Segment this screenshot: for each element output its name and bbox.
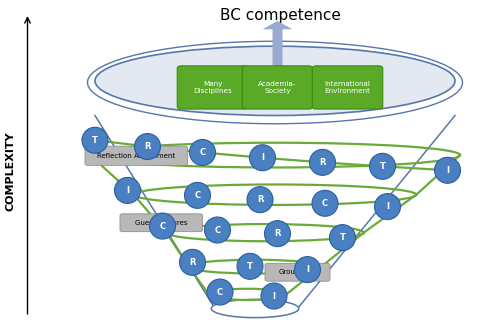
FancyBboxPatch shape <box>177 66 248 109</box>
Ellipse shape <box>95 46 455 115</box>
Text: BC competence: BC competence <box>220 8 340 23</box>
Ellipse shape <box>184 182 210 208</box>
Ellipse shape <box>211 300 299 317</box>
Text: R: R <box>257 195 263 204</box>
Ellipse shape <box>207 279 233 305</box>
Ellipse shape <box>434 157 460 183</box>
Text: T: T <box>380 162 386 171</box>
Text: C: C <box>217 287 223 297</box>
Ellipse shape <box>204 217 231 243</box>
Text: T: T <box>247 262 253 271</box>
Ellipse shape <box>312 190 338 216</box>
Ellipse shape <box>264 221 290 247</box>
Text: I: I <box>446 166 449 175</box>
FancyBboxPatch shape <box>312 66 383 109</box>
Text: Groupwork: Groupwork <box>278 269 316 275</box>
Ellipse shape <box>294 257 320 282</box>
Text: R: R <box>274 229 281 238</box>
Text: C: C <box>214 225 220 235</box>
Text: C: C <box>160 221 166 231</box>
Ellipse shape <box>261 283 287 309</box>
Ellipse shape <box>237 253 263 279</box>
FancyBboxPatch shape <box>265 263 330 281</box>
Ellipse shape <box>370 153 396 179</box>
Text: I: I <box>386 202 389 211</box>
Text: Many
Disciplines: Many Disciplines <box>193 81 232 94</box>
Text: Academia-
Society: Academia- Society <box>258 81 296 94</box>
Ellipse shape <box>310 149 336 175</box>
Ellipse shape <box>250 145 276 171</box>
Ellipse shape <box>150 213 176 239</box>
Ellipse shape <box>374 194 400 219</box>
FancyBboxPatch shape <box>85 146 188 165</box>
Text: C: C <box>322 199 328 208</box>
Ellipse shape <box>190 140 216 165</box>
Ellipse shape <box>247 187 273 213</box>
Text: I: I <box>126 186 129 195</box>
Text: COMPLEXITY: COMPLEXITY <box>6 132 16 212</box>
Text: T: T <box>92 136 98 145</box>
Ellipse shape <box>82 127 108 153</box>
Text: R: R <box>144 142 151 151</box>
Text: I: I <box>261 153 264 162</box>
Text: Reflection Assignment: Reflection Assignment <box>97 153 176 159</box>
Text: C: C <box>200 148 205 157</box>
Text: International
Environment: International Environment <box>324 81 370 94</box>
Ellipse shape <box>180 249 206 275</box>
Text: C: C <box>194 191 200 200</box>
Text: Guest Lectures: Guest Lectures <box>135 220 188 226</box>
Ellipse shape <box>114 178 140 203</box>
Text: I: I <box>306 265 309 274</box>
Text: R: R <box>320 158 326 167</box>
FancyBboxPatch shape <box>120 214 202 232</box>
Text: T: T <box>340 233 345 242</box>
Ellipse shape <box>330 225 355 250</box>
Ellipse shape <box>134 134 160 159</box>
Text: R: R <box>189 258 196 267</box>
FancyBboxPatch shape <box>242 66 313 109</box>
Text: I: I <box>272 291 276 301</box>
